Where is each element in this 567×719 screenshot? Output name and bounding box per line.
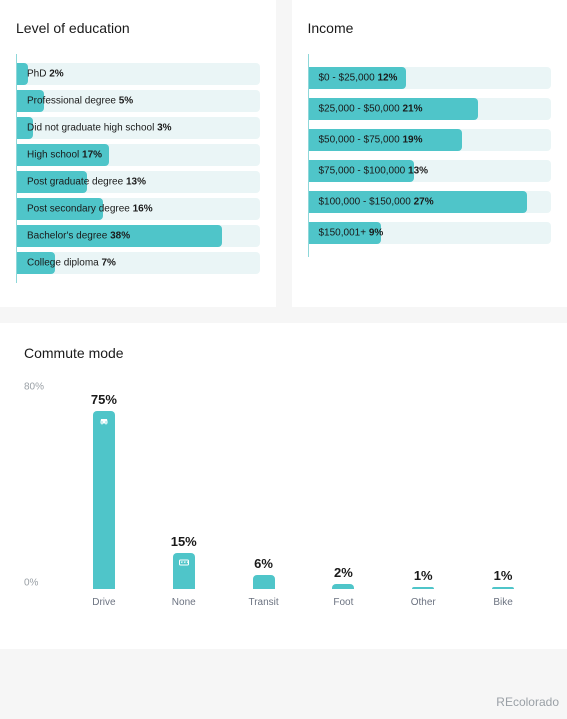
vbar-category: Drive — [92, 597, 115, 608]
hbar-label: $100,000 - $150,000 27% — [319, 197, 434, 208]
y-axis-tick: 0% — [24, 578, 38, 589]
income-bars: $0 - $25,000 12% $25,000 - $50,000 21% $50… — [308, 54, 552, 257]
vbar-category: Other — [411, 597, 436, 608]
commute-card: Commute mode 75%Drive15%None6%Transit2%F… — [0, 323, 567, 649]
hbar-label: High school 17% — [27, 150, 102, 161]
hbar-label: Bachelor's degree 38% — [27, 231, 130, 242]
vbar-value: 15% — [171, 534, 197, 549]
vbar-category: None — [172, 597, 196, 608]
hbar-label: $75,000 - $100,000 13% — [319, 166, 429, 177]
vbar-fill — [253, 575, 275, 589]
vbar-column: 75%Drive — [74, 392, 134, 589]
hbar-row: Post graduate degree 13% — [17, 171, 260, 193]
vbar-category: Foot — [333, 597, 353, 608]
hbar-row: $50,000 - $75,000 19% — [309, 129, 552, 151]
vbar-value: 1% — [494, 568, 513, 583]
income-card: Income $0 - $25,000 12% $25,000 - $50,000… — [292, 0, 567, 307]
vbar-column: 1%Other — [393, 568, 453, 589]
vbar-column: 6%Transit — [234, 556, 294, 589]
hbar-label: Did not graduate high school 3% — [27, 123, 172, 134]
hbar-row: Professional degree 5% — [17, 90, 260, 112]
hbar-row: Bachelor's degree 38% — [17, 225, 260, 247]
hbar-row: $150,001+ 9% — [309, 222, 552, 244]
vbar-fill — [93, 411, 115, 589]
hbar-label: PhD 2% — [27, 69, 64, 80]
hbar-label: $150,001+ 9% — [319, 228, 384, 239]
hbar-label: $50,000 - $75,000 19% — [319, 135, 423, 146]
income-title: Income — [308, 20, 552, 36]
hbar-label: $25,000 - $50,000 21% — [319, 104, 423, 115]
hbar-row: High school 17% — [17, 144, 260, 166]
vbar-fill — [412, 587, 434, 589]
vbar-value: 2% — [334, 565, 353, 580]
vbar-value: 1% — [414, 568, 433, 583]
hbar-row: Post secondary degree 16% — [17, 198, 260, 220]
hbar-row: $100,000 - $150,000 27% — [309, 191, 552, 213]
vbar-fill — [492, 587, 514, 589]
hbar-row: PhD 2% — [17, 63, 260, 85]
hbar-label: College diploma 7% — [27, 258, 116, 269]
vbar-fill — [173, 553, 195, 589]
hbar-label: Professional degree 5% — [27, 96, 133, 107]
car-icon — [98, 415, 110, 428]
hbar-label: $0 - $25,000 12% — [319, 73, 398, 84]
vbar-column: 2%Foot — [313, 565, 373, 589]
none-icon — [178, 557, 190, 570]
hbar-row: College diploma 7% — [17, 252, 260, 274]
education-title: Level of education — [16, 20, 260, 36]
footer-attribution: REcolorado — [0, 689, 567, 719]
hbar-row: $75,000 - $100,000 13% — [309, 160, 552, 182]
hbar-row: $25,000 - $50,000 21% — [309, 98, 552, 120]
education-card: Level of education PhD 2% Professional de… — [0, 0, 276, 307]
vbar-value: 6% — [254, 556, 273, 571]
vbar-value: 75% — [91, 392, 117, 407]
vbar-category: Transit — [248, 597, 278, 608]
commute-title: Commute mode — [24, 345, 543, 361]
hbar-row: $0 - $25,000 12% — [309, 67, 552, 89]
education-bars: PhD 2% Professional degree 5% Did not grad… — [16, 54, 260, 283]
hbar-row: Did not graduate high school 3% — [17, 117, 260, 139]
vbar-category: Bike — [493, 597, 512, 608]
vbar-fill — [332, 584, 354, 589]
vbar-column: 15%None — [154, 534, 214, 589]
commute-chart: 75%Drive 15%None 6%Transit 2%Foot 1%Other 1%B… — [54, 379, 543, 589]
vbar-column: 1%Bike — [473, 568, 533, 589]
y-axis-tick: 80% — [24, 382, 44, 393]
hbar-label: Post graduate degree 13% — [27, 177, 146, 188]
hbar-label: Post secondary degree 16% — [27, 204, 153, 215]
